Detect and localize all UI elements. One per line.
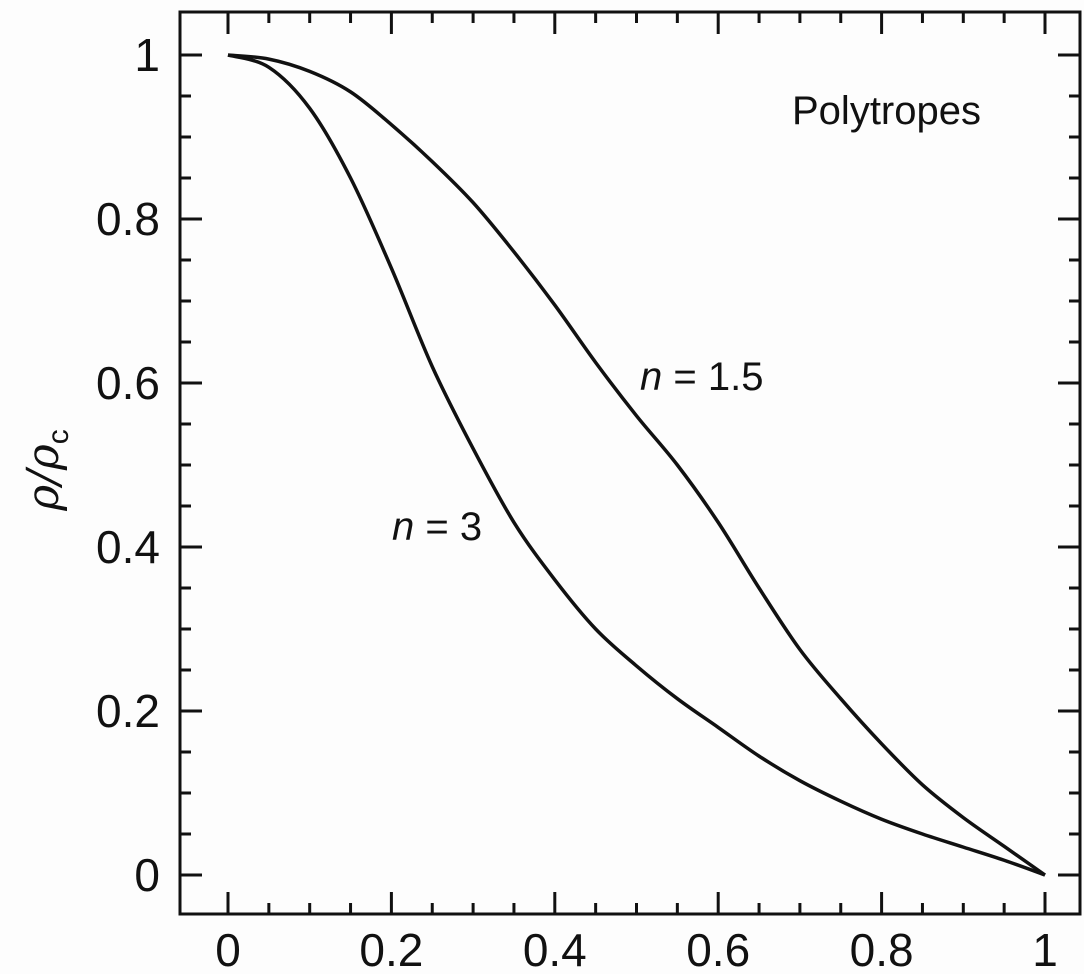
x-tick-label: 0.4	[523, 924, 587, 974]
x-tick-label: 0.2	[359, 924, 423, 974]
x-tick-label: 1	[1032, 924, 1058, 974]
series-line-n-1-5	[227, 53, 1047, 877]
series-line-n-3	[227, 53, 1046, 877]
y-tick-label: 0.2	[96, 685, 160, 737]
y-axis-label-text: ρ/ρc	[18, 429, 75, 512]
series-label-n-3: n = 3	[392, 505, 482, 549]
x-tick-label: 0.6	[686, 924, 750, 974]
y-tick-label: 1	[134, 29, 160, 81]
y-ticks: 0 0.2 0.4 0.6 0.8 1	[96, 29, 1080, 901]
y-tick-label: 0.6	[96, 357, 160, 409]
series-label-rest: = 3	[414, 505, 482, 549]
y-tick-label: 0	[134, 849, 160, 901]
series-label-n-1-5: n = 1.5	[640, 355, 763, 399]
y-axis-label-main: ρ/ρ	[18, 444, 69, 512]
x-tick-label: 0	[215, 924, 241, 974]
series-label-rest: = 1.5	[662, 355, 763, 399]
series-label-var: n	[392, 505, 414, 549]
annotation-polytropes: Polytropes	[792, 89, 981, 133]
x-tick-label: 0.8	[850, 924, 914, 974]
plot-frame	[178, 10, 1082, 916]
series-lines	[227, 53, 1047, 877]
y-axis-label: ρ/ρc	[18, 429, 75, 512]
y-axis-label-sub: c	[42, 429, 75, 444]
y-tick-label: 0.4	[96, 521, 160, 573]
x-ticks: 0 0.2 0.4 0.6 0.8 1	[215, 12, 1058, 974]
y-tick-label: 0.8	[96, 193, 160, 245]
series-label-var: n	[640, 355, 662, 399]
